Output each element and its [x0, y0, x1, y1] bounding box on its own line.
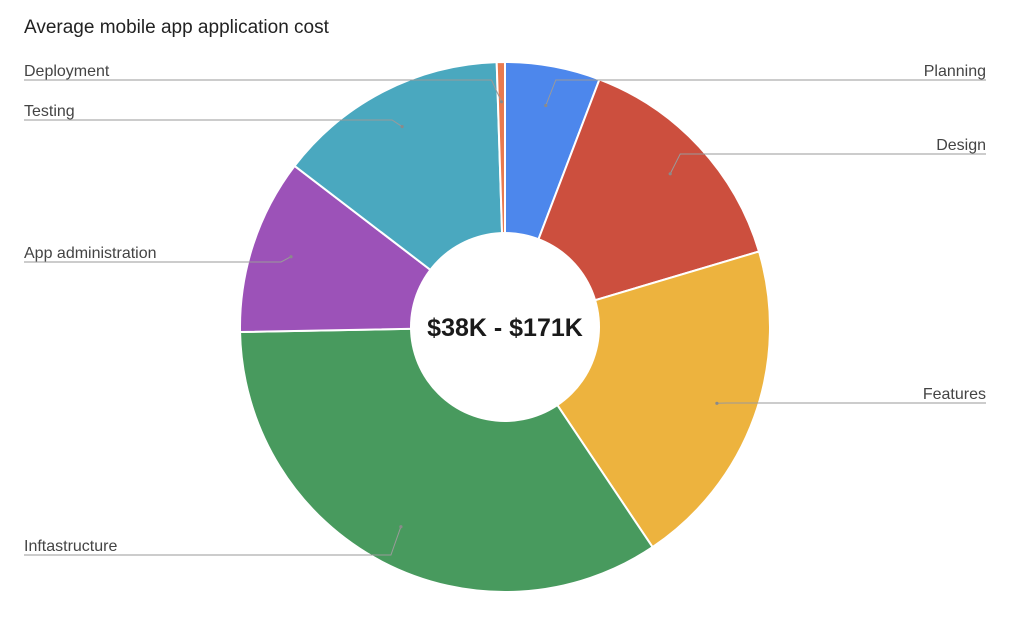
chart-title: Average mobile app application cost [24, 17, 329, 38]
leader-dot [289, 255, 293, 259]
leader-line-planning [545, 79, 986, 106]
leader-dot [715, 401, 719, 405]
slice-label-deployment: Deployment [24, 63, 110, 80]
leader-line-design [669, 153, 986, 175]
center-label: $38K - $171K [427, 314, 583, 342]
slice-label-design: Design [936, 137, 986, 154]
leader-dot [400, 125, 404, 129]
slice-label-inftastructure: Inftastructure [24, 538, 117, 555]
slice-label-app-administration: App administration [24, 245, 157, 262]
slice-label-testing: Testing [24, 103, 75, 120]
leader-line-inftastructure [24, 526, 402, 556]
slice-label-planning: Planning [924, 63, 986, 80]
leader-dot [399, 525, 403, 529]
leader-line-app-administration [24, 256, 292, 263]
leader-dot [668, 172, 672, 176]
leader-line-testing [24, 119, 403, 128]
slice-label-features: Features [923, 386, 986, 403]
pie-slice-inftastructure [239, 325, 654, 593]
donut-hole [410, 232, 600, 422]
leader-dot [499, 100, 504, 104]
leader-dot [544, 103, 548, 108]
leader-line-deployment [24, 79, 502, 103]
